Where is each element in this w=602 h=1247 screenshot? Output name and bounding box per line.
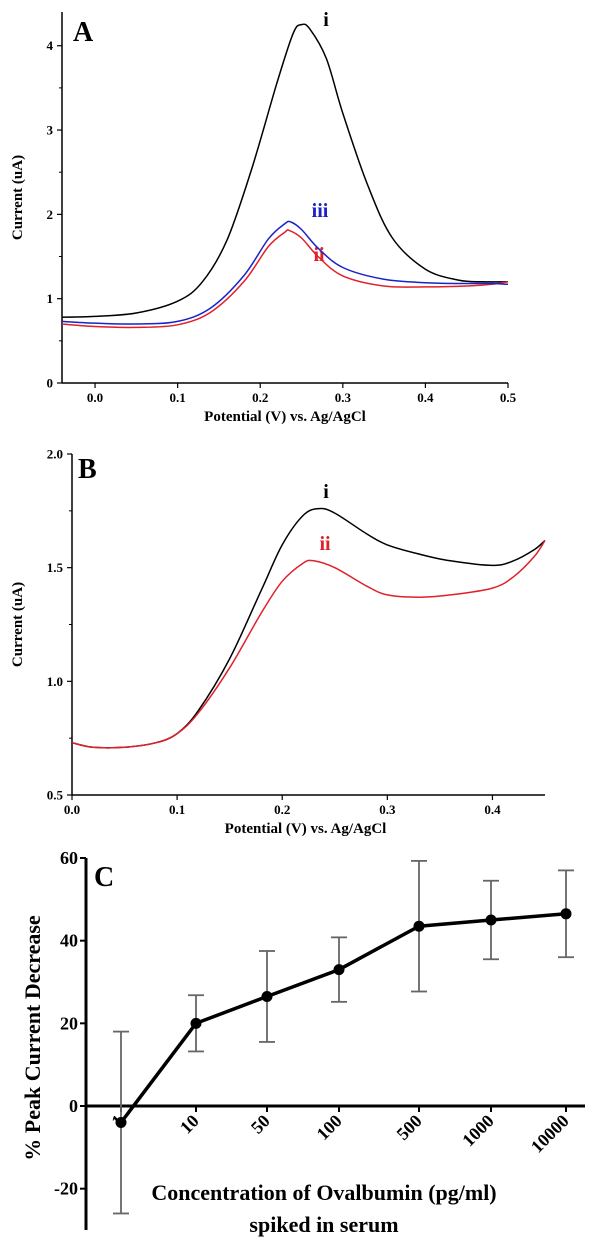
x-tick-label: 10 [176, 1111, 203, 1138]
series-label-i: i [323, 481, 329, 503]
x-tick-label: 10000 [527, 1111, 573, 1157]
y-tick-label: 0 [47, 376, 54, 391]
x-axis-label: Potential (V) vs. Ag/AgCl [204, 409, 366, 425]
y-tick-label: 60 [60, 848, 78, 868]
series-label-iii: iii [312, 200, 329, 222]
panel-letter: C [94, 862, 114, 893]
y-tick-label: 20 [60, 1013, 78, 1033]
series-line-ii [71, 539, 546, 749]
panel-letter: A [73, 17, 94, 48]
data-line [119, 912, 567, 1124]
x-tick-label: 50 [247, 1111, 274, 1138]
panel-b: 0.0 0.1 0.2 0.3 0.4 0.5 1.0 1.5 2.0 Potential (V)… [10, 447, 546, 837]
y-tick-label: -20 [54, 1179, 78, 1199]
data-point [190, 1017, 202, 1029]
y-tick-label: 2 [47, 207, 54, 222]
data-point [261, 990, 273, 1002]
x-tick-label: 0.2 [274, 802, 290, 817]
data-point [413, 920, 425, 932]
x-tick-label: 0.3 [379, 802, 396, 817]
x-tick-label: 0.3 [335, 390, 352, 405]
y-axis-label: % Peak Current Decrease [20, 915, 45, 1161]
y-axis-label: Current (uA) [10, 155, 26, 240]
x-axis-label: Potential (V) vs. Ag/AgCl [225, 821, 387, 837]
y-tick-label: 0 [69, 1096, 78, 1116]
series-label-ii: ii [313, 244, 325, 266]
data-point [333, 964, 345, 976]
y-tick-label: 40 [60, 931, 78, 951]
series-line-i [61, 23, 509, 318]
y-axis-label: Current (uA) [10, 582, 26, 667]
x-tick-label: 100 [313, 1111, 346, 1144]
x-tick-label: 0.2 [252, 390, 268, 405]
x-tick-label: 0.5 [500, 390, 517, 405]
x-tick-label: 1000 [458, 1111, 498, 1151]
series-label-ii: ii [319, 533, 331, 555]
series-label-i: i [323, 9, 329, 31]
y-tick-label: 0.5 [47, 788, 64, 803]
x-axis-label: Concentration of Ovalbumin (pg/ml) [151, 1180, 496, 1205]
series-line-iii [61, 220, 509, 325]
data-point [115, 1117, 127, 1129]
x-axis-label-line2: spiked in serum [249, 1212, 398, 1237]
x-tick-label: 0.1 [170, 390, 186, 405]
y-tick-label: 1.5 [47, 560, 64, 575]
x-tick-label: 0.4 [417, 390, 434, 405]
panel-letter: B [78, 454, 97, 485]
y-tick-label: 1.0 [47, 674, 63, 689]
panel-a: 0.0 0.1 0.2 0.3 0.4 0.5 0 1 2 3 4 Potential (V) vs.… [10, 9, 517, 425]
series-line-ii [61, 229, 509, 329]
panel-c: -20020406011050100500100010000CConcentra… [20, 848, 585, 1237]
series-line-i [71, 507, 546, 749]
x-tick-label: 500 [393, 1111, 426, 1144]
data-point [560, 908, 572, 920]
y-tick-label: 1 [47, 291, 54, 306]
y-tick-label: 4 [47, 38, 54, 53]
x-tick-label: 0.4 [484, 802, 501, 817]
y-tick-label: 3 [47, 123, 54, 138]
x-tick-label: 0.0 [87, 390, 103, 405]
data-point [485, 914, 497, 926]
x-tick-label: 0.0 [64, 802, 80, 817]
x-tick-label: 0.1 [169, 802, 185, 817]
y-tick-label: 2.0 [47, 447, 63, 462]
